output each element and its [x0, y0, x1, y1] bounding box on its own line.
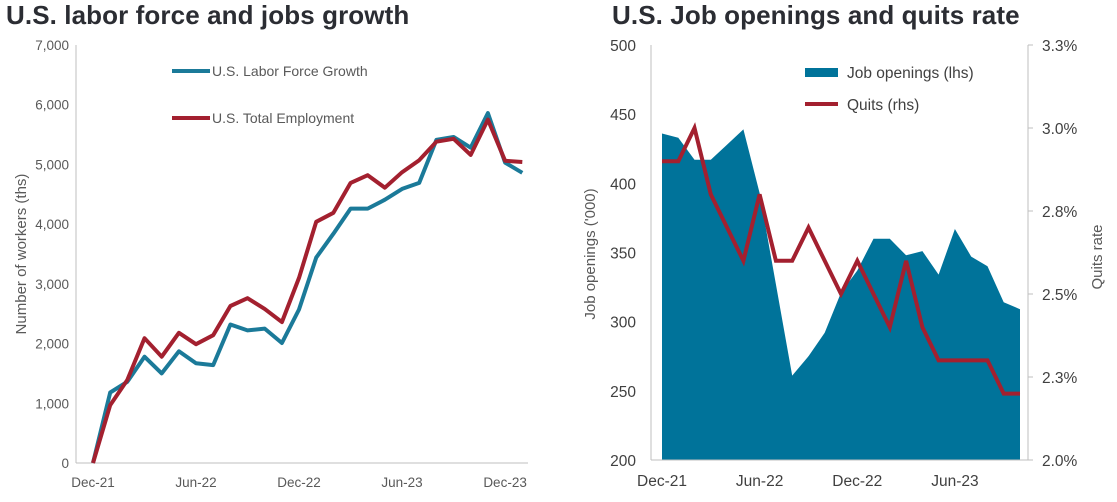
left-y-tick-label: 4,000: [35, 217, 69, 232]
left-y-tick-label: 1,000: [35, 396, 69, 411]
left-x-tick-label: Dec-21: [71, 475, 115, 490]
legend-label: U.S. Labor Force Growth: [212, 63, 368, 79]
left-x-tick-label: Dec-22: [277, 475, 321, 490]
right-y2-tick-label: 2.5%: [1042, 287, 1078, 304]
right-y-tick-label: 400: [610, 176, 636, 193]
right-x-tick-label: Dec-21: [637, 473, 687, 490]
right-secondary-y-axis-label: Quits rate: [1089, 224, 1106, 289]
right-chart-title: U.S. Job openings and quits rate: [612, 0, 1020, 30]
legend-label: Job openings (lhs): [847, 65, 974, 82]
left-y-tick-label: 2,000: [35, 337, 69, 352]
right-y2-tick-label: 3.0%: [1042, 121, 1078, 138]
series-line-labor-force: [91, 111, 524, 464]
left-x-tick-label: Dec-23: [483, 475, 527, 490]
left-y-tick-label: 3,000: [35, 277, 69, 292]
left-y-axis-label: Number of workers (ths): [13, 174, 30, 335]
right-chart: 200 250 300 350 400 450 500 2.0% 2.3% 2.5% 2.8% 3.…: [582, 38, 1106, 490]
right-y-tick-label: 250: [610, 384, 636, 401]
right-y-tick-label: 200: [610, 453, 636, 470]
left-y-tick-label: 5,000: [35, 157, 69, 172]
left-legend: U.S. Labor Force Growth U.S. Total Employ…: [172, 63, 368, 126]
right-y-tick-label: 500: [610, 38, 636, 55]
right-y2-tick-label: 2.0%: [1042, 453, 1078, 470]
left-chart: 0 1,000 2,000 3,000 4,000 5,000 6,000 7,000 Dec…: [13, 38, 528, 490]
right-y-tick-label: 450: [610, 107, 636, 124]
left-y-tick-label: 7,000: [35, 38, 69, 53]
right-x-tick-label: Jun-23: [931, 473, 978, 490]
left-x-tick-label: Jun-23: [381, 475, 422, 490]
right-y2-tick-label: 2.3%: [1042, 370, 1078, 387]
right-y-tick-label: 300: [610, 315, 636, 332]
legend-label: Quits (rhs): [847, 97, 919, 114]
legend-label: U.S. Total Employment: [212, 110, 354, 126]
left-y-tick-label: 0: [61, 456, 69, 471]
right-x-tick-label: Dec-22: [832, 473, 882, 490]
right-y-tick-label: 350: [610, 246, 636, 263]
right-y-axis-label: Job openings ('000): [582, 188, 599, 319]
right-legend: Job openings (lhs) Quits (rhs): [805, 65, 974, 114]
series-line-total-employment: [91, 117, 523, 464]
left-chart-title: U.S. labor force and jobs growth: [6, 0, 410, 30]
left-x-tick-label: Jun-22: [175, 475, 216, 490]
legend-swatch-job-openings: [805, 68, 838, 77]
right-y2-tick-label: 3.3%: [1042, 38, 1078, 55]
left-y-tick-label: 6,000: [35, 98, 69, 113]
right-y2-tick-label: 2.8%: [1042, 204, 1078, 221]
right-x-tick-label: Jun-22: [736, 473, 783, 490]
